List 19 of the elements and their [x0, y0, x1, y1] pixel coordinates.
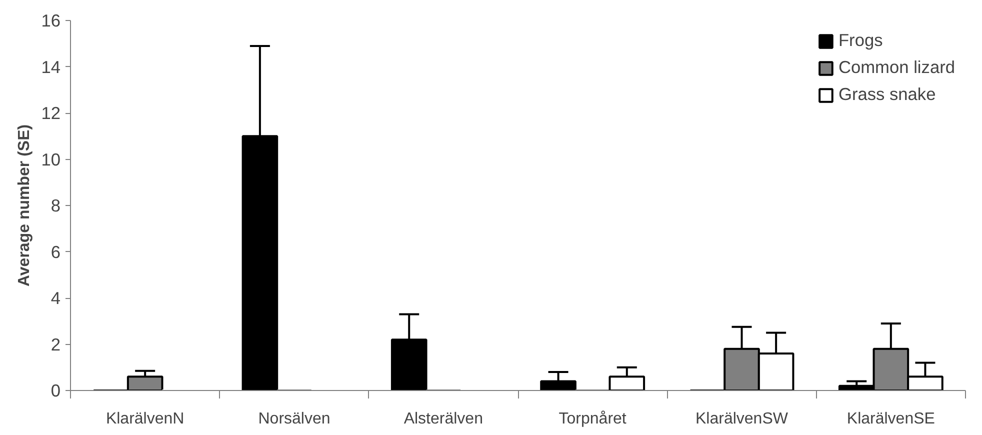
legend-label: Common lizard [838, 57, 955, 78]
x-tick-label: KlarälvenSE [846, 410, 935, 428]
y-axis-title: Average number (SE) [16, 124, 34, 287]
x-tick-label: KlarälvenSW [696, 410, 789, 428]
y-tick-label: 10 [41, 149, 61, 170]
y-tick-label: 6 [50, 242, 61, 262]
x-tick-label: Alsterälven [404, 410, 483, 428]
y-tick-label: 16 [41, 10, 61, 30]
x-tick-label: Norsälven [258, 410, 330, 428]
y-tick-label: 0 [50, 380, 61, 400]
y-tick-label: 8 [50, 196, 61, 216]
y-tick-label: 2 [50, 334, 61, 354]
y-tick-label: 4 [50, 288, 61, 308]
x-tick-label: KlarälvenN [106, 410, 184, 428]
legend-label: Grass snake [838, 84, 936, 105]
y-tick-label: 14 [41, 56, 61, 77]
legend-label: Frogs [838, 30, 883, 51]
y-tick-label: 12 [41, 103, 61, 123]
x-tick-label: Torpnåret [558, 410, 627, 428]
